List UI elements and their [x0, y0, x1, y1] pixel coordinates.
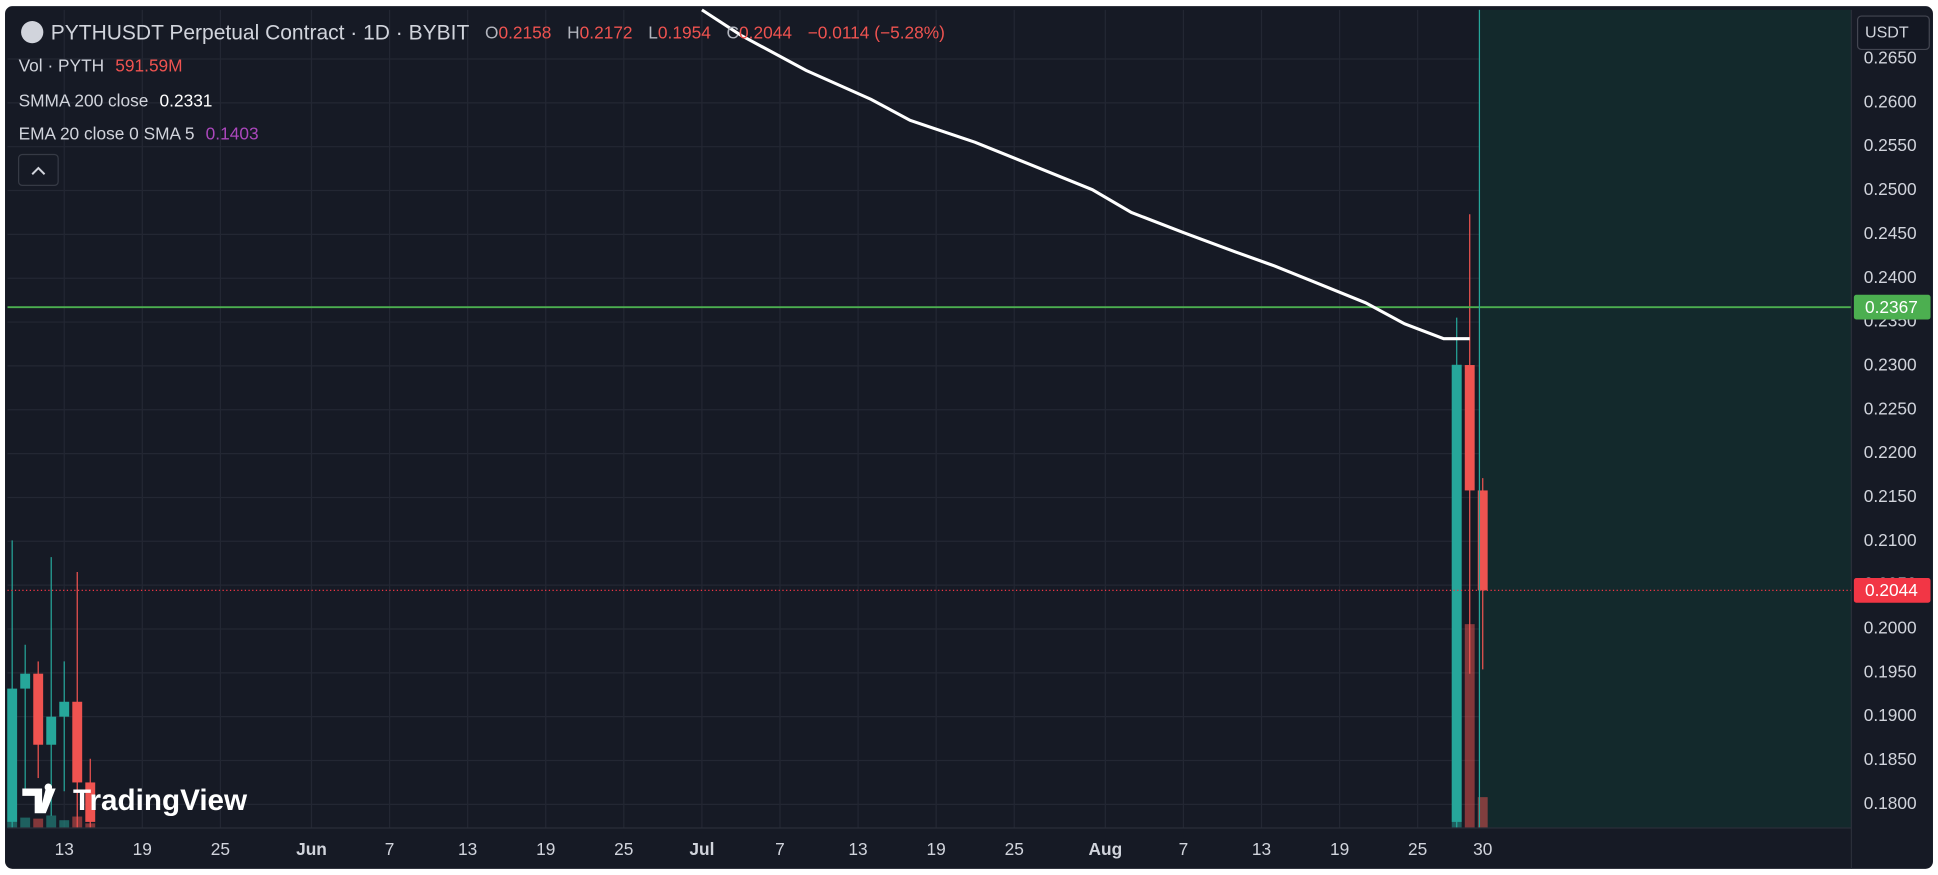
x-tick-label: 7	[775, 839, 785, 859]
indicator-name: Vol · PYTH	[19, 55, 105, 75]
y-tick-label: 0.2500	[1864, 179, 1917, 199]
candle-body	[1464, 365, 1475, 491]
x-tick-label: 30	[1473, 839, 1492, 859]
candle-body	[1477, 490, 1488, 591]
candle-body	[59, 701, 70, 717]
axes: 0.18000.18500.19000.19500.20000.20500.21…	[55, 48, 1931, 859]
x-tick-label: 13	[1252, 839, 1271, 859]
x-tick-label: Jun	[296, 839, 327, 859]
currency: USDT	[1865, 24, 1909, 42]
price-badge	[1853, 578, 1931, 603]
y-tick-label: 0.2200	[1864, 442, 1917, 462]
x-tick-label: 19	[1330, 839, 1349, 859]
symbol: PYTHUSDT Perpetual Contract · 1D · BYBIT	[51, 21, 470, 44]
x-tick-label: 25	[614, 839, 633, 859]
x-tick-label: 7	[385, 839, 395, 859]
y-tick-label: 0.2300	[1864, 354, 1917, 374]
x-tick-label: 13	[55, 839, 74, 859]
y-tick-label: 0.2150	[1864, 486, 1917, 506]
change: −0.0114 (−5.28%)	[808, 22, 945, 42]
candle-body	[1451, 365, 1462, 822]
y-tick-label: 0.2400	[1864, 267, 1917, 287]
y-tick-label: 0.2600	[1864, 91, 1917, 111]
legend-header: PYTHUSDT Perpetual Contract · 1D · BYBIT…	[51, 21, 945, 44]
candle-body	[72, 701, 83, 783]
x-tick-label: 25	[211, 839, 230, 859]
ohlc-label: L	[648, 22, 658, 42]
currency-button[interactable]: USDT	[1856, 15, 1930, 51]
indicator-value: 0.1403	[206, 123, 259, 143]
x-tick-label: 13	[458, 839, 477, 859]
y-tick-label: 0.1950	[1864, 661, 1917, 681]
x-tick-label: Aug	[1089, 839, 1123, 859]
volume-bar	[1477, 797, 1488, 829]
price-badge-label: 0.2367	[1865, 297, 1918, 317]
x-tick-label: 13	[848, 839, 867, 859]
projection-area	[1479, 9, 1852, 829]
x-tick-label: 25	[1005, 839, 1024, 859]
volume-bar	[1464, 624, 1475, 829]
x-tick-label: 19	[536, 839, 555, 859]
y-tick-label: 0.1800	[1864, 793, 1917, 813]
indicator-value: 591.59M	[115, 55, 182, 75]
price-badge-label: 0.2044	[1865, 580, 1918, 600]
ohlc-value: 0.1954	[658, 22, 711, 42]
x-tick-label: Jul	[689, 839, 714, 859]
candle-body	[33, 673, 44, 745]
chart-panel	[5, 6, 1933, 869]
plot	[7, 8, 1852, 829]
volume-bar	[20, 817, 31, 829]
indicator: SMMA 200 close 0.2331	[19, 90, 213, 110]
candle-body	[7, 688, 18, 822]
x-tick-label: 19	[133, 839, 152, 859]
ohlc-value: 0.2044	[739, 22, 792, 42]
y-tick-label: 0.2100	[1864, 530, 1917, 550]
ohlc-value: 0.2158	[499, 22, 552, 42]
price-badge	[1853, 294, 1931, 320]
y-tick-label: 0.2550	[1864, 135, 1917, 155]
y-tick-label: 0.2250	[1864, 398, 1917, 418]
indicator-name: SMMA 200 close	[19, 90, 149, 110]
indicator: EMA 20 close 0 SMA 5 0.1403	[19, 123, 259, 143]
ohlc-label: C	[727, 22, 739, 42]
collapse-button[interactable]	[17, 153, 59, 186]
ohlc-label: H	[567, 22, 580, 42]
logo-text: TradingView	[73, 784, 248, 817]
y-tick-label: 0.2000	[1864, 618, 1917, 638]
volume-bar	[33, 818, 44, 829]
indicator: Vol · PYTH 591.59M	[19, 55, 183, 75]
volume-bar	[46, 815, 57, 829]
y-tick-label: 0.2650	[1864, 48, 1917, 68]
volume-bar	[59, 820, 70, 829]
candle-body	[20, 673, 31, 689]
y-tick-label: 0.2450	[1864, 223, 1917, 243]
y-tick-label: 0.1900	[1864, 705, 1917, 725]
x-tick-label: 7	[1179, 839, 1189, 859]
candle-body	[46, 716, 57, 745]
symbol-icon	[21, 21, 44, 44]
indicator-name: EMA 20 close 0 SMA 5	[19, 123, 195, 143]
indicator-value: 0.2331	[160, 90, 213, 110]
ohlc-value: 0.2172	[580, 22, 633, 42]
x-tick-label: 25	[1408, 839, 1427, 859]
x-tick-label: 19	[927, 839, 946, 859]
y-tick-label: 0.1850	[1864, 749, 1917, 769]
logo: TradingView	[22, 783, 248, 817]
smma-line	[701, 8, 1470, 341]
candle-body	[85, 782, 96, 822]
ohlc-label: O	[485, 22, 498, 42]
